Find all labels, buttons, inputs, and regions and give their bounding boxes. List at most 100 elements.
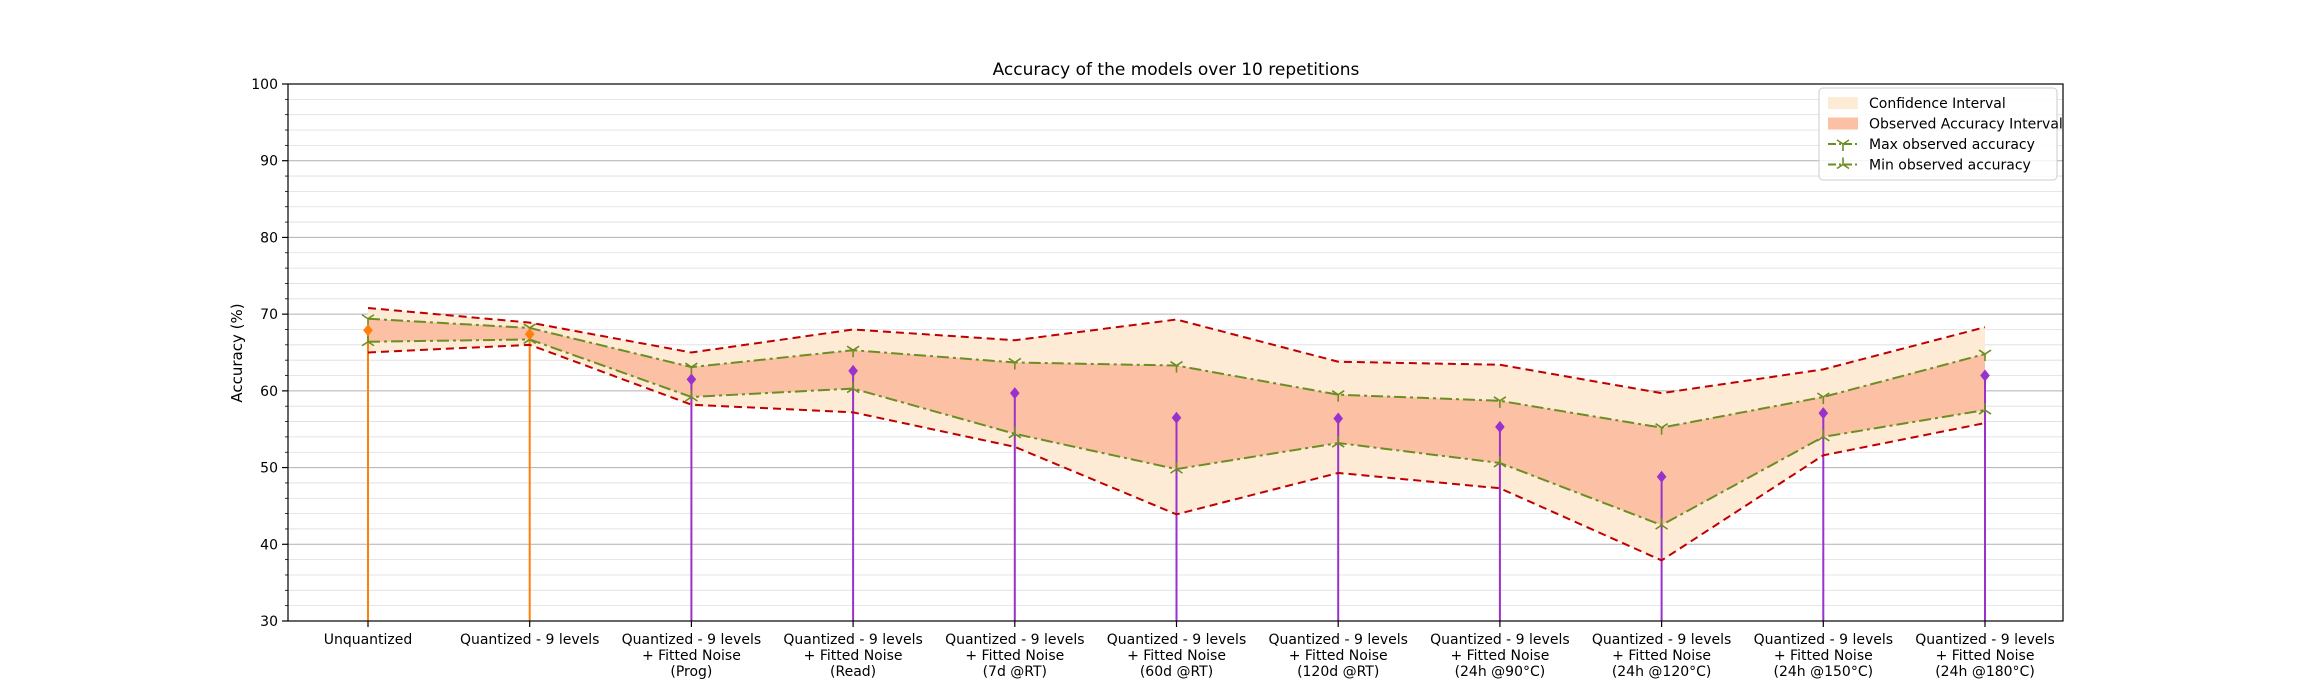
tri-arm <box>684 396 692 402</box>
x-tick-label-line: Quantized - 9 levels <box>622 632 761 648</box>
tri-arm <box>690 396 698 402</box>
max-observed-point <box>1655 423 1669 435</box>
min-observed-point <box>1170 462 1183 474</box>
x-tick-label: Quantized - 9 levels + Fitted Noise (24h @… <box>1592 632 1731 680</box>
mean-point <box>1980 369 1990 382</box>
tri-arm <box>1331 442 1339 448</box>
x-tick-label-line: (24h @90°C) <box>1455 664 1546 680</box>
max-observed-point <box>846 345 860 358</box>
tri-arm <box>1499 462 1507 468</box>
tri-arm <box>1014 357 1022 364</box>
mean-point <box>1171 411 1182 424</box>
x-tick-label-line: + Fitted Noise <box>1289 648 1388 664</box>
tri-arm <box>523 338 531 345</box>
series-lines <box>361 307 1992 562</box>
mean-point <box>1656 470 1667 483</box>
x-tick-label-line: + Fitted Noise <box>1127 648 1226 664</box>
legend-swatch <box>1828 117 1858 130</box>
tri-arm <box>852 345 860 351</box>
x-tick-label: Quantized - 9 levels + Fitted Noise (24h @… <box>1430 632 1569 680</box>
x-tick-label-line: Unquantized <box>324 632 413 648</box>
mean-point <box>1495 420 1505 433</box>
y-tick-label: 80 <box>260 230 278 246</box>
x-tick-label-line: (24h @150°C) <box>1774 664 1874 680</box>
tri-arm <box>529 323 537 329</box>
x-tick-label-line: + Fitted Noise <box>804 648 903 664</box>
tri-arm <box>690 362 698 368</box>
x-tick-label-line: Quantized - 9 levels <box>460 632 599 648</box>
mean-point <box>1333 412 1343 425</box>
x-tick-label-line: (7d @RT) <box>983 664 1047 680</box>
x-tick-label: Unquantized <box>324 632 413 648</box>
tri-arm <box>1822 392 1830 398</box>
x-tick-label-line: Quantized - 9 levels <box>783 632 922 648</box>
axes-ticks: 30 40 50 60 70 80 90 100 Unquantized Quantized - … <box>251 77 2054 680</box>
legend: Confidence Interval Observed Accuracy Int… <box>1818 87 2063 181</box>
tri-arm <box>846 345 854 351</box>
y-tick-label: 60 <box>260 384 278 400</box>
min-observed-point <box>1493 455 1507 468</box>
y-tick-label: 90 <box>260 154 278 170</box>
legend-marker <box>1836 139 1850 151</box>
y-tick-label: 40 <box>260 537 278 553</box>
tri-arm <box>523 323 531 329</box>
x-tick-label: Quantized - 9 levels + Fitted Noise (24h @… <box>1915 632 2054 680</box>
tri-arm <box>1978 349 1986 355</box>
x-tick-label-line: Quantized - 9 levels <box>1268 632 1407 648</box>
tri-arm <box>1493 396 1501 402</box>
y-tick-label: 70 <box>260 307 278 323</box>
x-tick-label: Quantized - 9 levels + Fitted Noise (60d @… <box>1107 632 1246 680</box>
x-tick-label: Quantized - 9 levels + Fitted Noise (24h @… <box>1754 632 1893 680</box>
tri-arm <box>1655 423 1663 429</box>
min-observed-point <box>1008 426 1022 439</box>
tri-arm <box>1170 360 1177 367</box>
y-tick-label: 100 <box>251 77 278 93</box>
x-tick-label-line: Quantized - 9 levels <box>945 632 1084 648</box>
max-observed-point <box>1978 349 1992 362</box>
legend-swatch <box>1828 97 1858 109</box>
x-tick-label-line: + Fitted Noise <box>1450 648 1549 664</box>
tri-arm <box>1816 392 1824 398</box>
legend-box <box>1818 87 2058 181</box>
min-observed-point <box>684 389 698 402</box>
x-tick-label-line: + Fitted Noise <box>1774 648 1873 664</box>
tri-arm <box>361 314 369 320</box>
x-tick-label-line: Quantized - 9 levels <box>1592 632 1731 648</box>
x-tick-label-line: Quantized - 9 levels <box>1754 632 1893 648</box>
tri-arm <box>529 338 537 345</box>
legend-label: Min observed accuracy <box>1869 158 2031 174</box>
x-tick-label-line: (60d @RT) <box>1140 664 1213 680</box>
mean-point <box>686 373 697 386</box>
min-observed-point <box>846 381 860 394</box>
tri-arm <box>1331 390 1339 396</box>
x-tick-label-line: + Fitted Noise <box>965 648 1064 664</box>
tri-arm <box>367 314 375 320</box>
tri-arm <box>1337 442 1345 448</box>
mean-point <box>524 328 535 341</box>
plot-frame <box>287 83 2064 622</box>
tri-arm <box>1008 357 1016 364</box>
legend-label: Confidence Interval <box>1869 96 2006 112</box>
x-tick-label-line: Quantized - 9 levels <box>1915 632 2054 648</box>
tri-arm <box>684 362 692 368</box>
tri-arm <box>1499 396 1507 402</box>
tri-arm <box>1008 433 1016 439</box>
min-observed-point <box>1655 518 1669 530</box>
x-tick-label-line: (24h @180°C) <box>1935 664 2035 680</box>
x-tick-label-line: (Read) <box>830 664 876 680</box>
x-tick-label-line: (Prog) <box>670 664 712 680</box>
x-tick-label: Quantized - 9 levels + Fitted Noise (120d … <box>1268 632 1407 680</box>
max-observed-point <box>1493 396 1507 408</box>
tri-arm <box>1170 468 1177 474</box>
x-tick-label: Quantized - 9 levels + Fitted Noise (7d @R… <box>945 632 1084 680</box>
tri-arm <box>1337 390 1345 396</box>
tri-arm <box>1014 433 1022 439</box>
min-observed-point <box>1978 403 1992 415</box>
tri-arm <box>1984 349 1992 355</box>
tri-arm <box>1836 139 1844 145</box>
legend-label: Max observed accuracy <box>1869 137 2035 153</box>
tri-arm <box>1661 524 1669 530</box>
mean-point <box>1010 387 1020 400</box>
legend-marker <box>1836 157 1850 170</box>
